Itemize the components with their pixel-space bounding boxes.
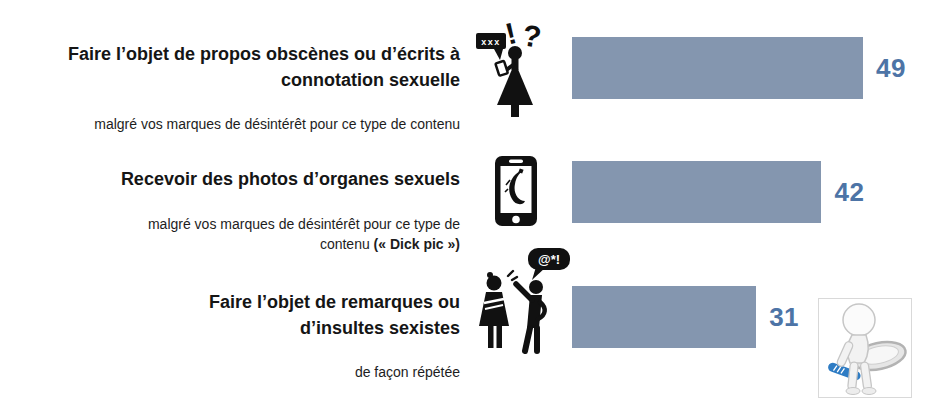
category-subtitle-1: malgré vos marques de désintérêt pour ce…	[0, 114, 460, 134]
bubble-text-xxx: xxx	[481, 37, 501, 47]
figure-head	[843, 304, 875, 336]
bar-row-3: 31	[572, 286, 799, 348]
angry-marks	[508, 271, 517, 280]
category-subtitle-3: de façon répétée	[0, 362, 460, 382]
category-title-2: Recevoir des photos d’organes sexuels	[0, 167, 460, 193]
value-label-1: 49	[876, 53, 906, 84]
woman-obscene-messages-svg: xxx ! ?	[474, 10, 562, 118]
bubble-text-swear: @*!	[538, 252, 560, 267]
sexist-insult-icon: @*!	[478, 248, 574, 354]
phone-in-hand	[495, 61, 508, 76]
value-label-3: 31	[769, 302, 799, 333]
category-title-1: Faire l’objet de propos obscènes ou d’éc…	[0, 42, 460, 93]
bar-chart: Faire l’objet de propos obscènes ou d’éc…	[0, 0, 945, 414]
question-mark: ?	[520, 18, 543, 53]
phone-banana-icon	[494, 155, 538, 227]
sexist-insult-svg: @*!	[478, 248, 574, 354]
woman-obscene-messages-icon: xxx ! ?	[474, 10, 562, 118]
magnifier-figure-svg	[819, 299, 911, 397]
category-subtitle-2: malgré vos marques de désintérêt pour ce…	[0, 214, 460, 255]
bar-3	[572, 286, 756, 348]
magnifier-figure-image	[818, 298, 912, 398]
man-head	[529, 280, 543, 294]
woman-head	[487, 276, 502, 291]
phone-speaker	[509, 160, 523, 164]
bar-2	[572, 161, 821, 223]
head	[508, 46, 522, 60]
bar-row-1: 49	[572, 37, 906, 99]
category-label-2: Recevoir des photos d’organes sexuels ma…	[0, 149, 460, 272]
woman-dress	[479, 292, 509, 326]
category-label-1: Faire l’objet de propos obscènes ou d’éc…	[0, 24, 460, 152]
category-title-3: Faire l’objet de remarques ou d’insultes…	[0, 290, 460, 341]
phone-screen	[501, 166, 532, 213]
home-button	[512, 216, 520, 224]
phone-banana-svg	[494, 155, 538, 227]
category-label-3: Faire l’objet de remarques ou d’insultes…	[0, 272, 460, 400]
bar-1	[572, 37, 863, 99]
bar-row-2: 42	[572, 161, 864, 223]
value-label-2: 42	[834, 177, 864, 208]
